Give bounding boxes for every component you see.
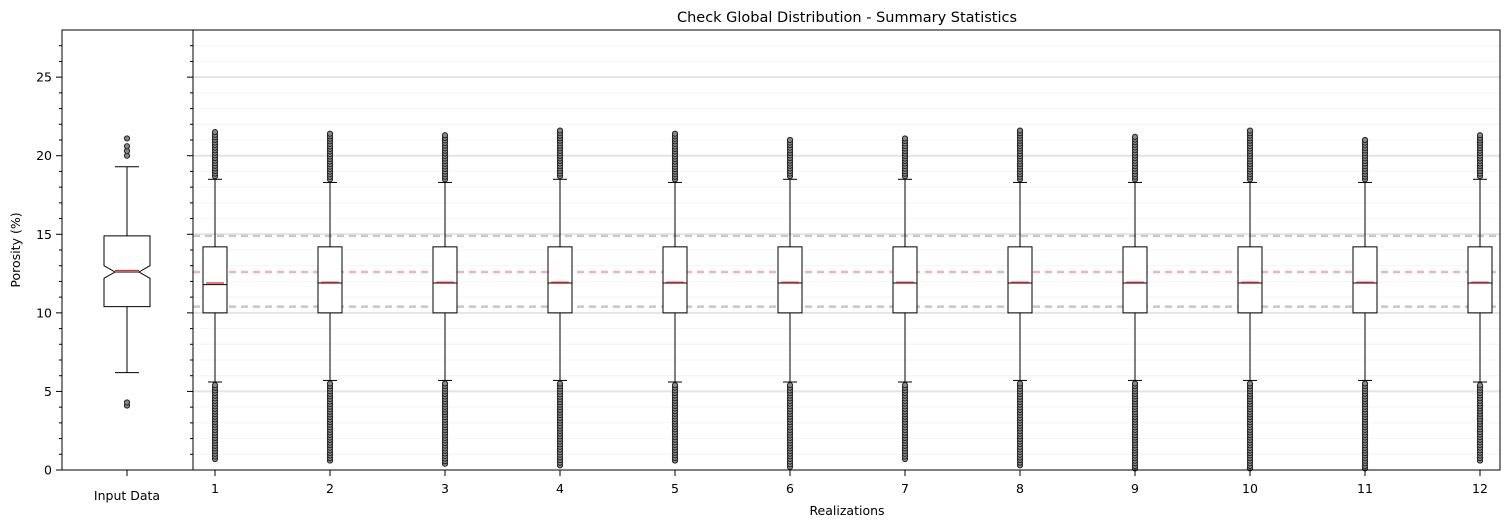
outlier-point (1476, 382, 1484, 389)
box (1122, 246, 1148, 314)
realization-box-4 (547, 127, 573, 469)
x-tick-label: 12 (1472, 481, 1488, 496)
x-tick-label: 11 (1357, 481, 1373, 496)
outlier-point (123, 399, 131, 406)
outlier-point (1131, 380, 1139, 387)
grid-layer (193, 45, 1500, 455)
box (432, 246, 458, 314)
realization-box-11 (1352, 136, 1378, 472)
outlier-point (1131, 133, 1139, 140)
input-data-box (103, 135, 151, 409)
outlier-point (1361, 136, 1369, 144)
x-tick-label: 1 (211, 481, 219, 496)
outlier-point (1016, 127, 1024, 134)
x-tick-label: 2 (326, 481, 334, 496)
box (317, 246, 343, 314)
input-data-tick-label: Input Data (94, 488, 160, 503)
outlier-point (556, 380, 564, 387)
x-tick-label: 6 (786, 481, 794, 496)
outlier-point (441, 132, 449, 139)
x-tick-label: 8 (1016, 481, 1024, 496)
x-tick-label: 10 (1242, 481, 1258, 496)
box-marks (103, 127, 1493, 472)
realization-box-10 (1237, 127, 1263, 472)
box (777, 246, 803, 314)
realization-box-5 (662, 130, 688, 464)
outlier-point (123, 135, 131, 142)
outlier-point (1476, 132, 1484, 139)
box (1467, 246, 1493, 314)
y-tick-label: 25 (36, 70, 52, 85)
y-tick-label: 5 (44, 384, 52, 399)
box (547, 246, 573, 314)
realization-box-8 (1007, 127, 1033, 469)
realization-box-2 (317, 130, 343, 464)
x-tick-label: 3 (441, 481, 449, 496)
outlier-point (556, 127, 564, 134)
outlier-point (901, 382, 909, 389)
outlier-point (901, 135, 909, 142)
outlier-point (211, 129, 219, 136)
box (202, 246, 228, 314)
y-tick-label: 0 (44, 463, 52, 478)
realization-box-6 (777, 136, 803, 470)
y-tick-label: 15 (36, 227, 52, 242)
x-tick-label: 9 (1131, 481, 1139, 496)
outlier-point (326, 380, 334, 387)
box (1237, 246, 1263, 314)
outlier-point (123, 143, 131, 150)
reference-lines (193, 234, 1500, 308)
y-axis-label: Porosity (%) (8, 212, 23, 287)
realization-box-1 (202, 129, 228, 463)
realization-box-12 (1467, 132, 1493, 464)
outlier-point (671, 382, 679, 389)
realization-box-9 (1122, 133, 1148, 472)
y-tick-label: 20 (36, 148, 52, 163)
box (1007, 246, 1033, 314)
outlier-point (671, 130, 679, 137)
box (1352, 246, 1378, 314)
outlier-point (441, 380, 449, 387)
x-axis-label: Realizations (809, 503, 884, 518)
outlier-point (786, 136, 794, 144)
realization-box-3 (432, 132, 458, 467)
notched-box (103, 235, 151, 308)
outlier-point (211, 382, 219, 389)
box (892, 246, 918, 314)
y-tick-label: 10 (36, 305, 52, 320)
outlier-point (1361, 380, 1369, 387)
outlier-point (326, 130, 334, 137)
outlier-point (1016, 380, 1024, 387)
x-tick-label: 7 (901, 481, 909, 496)
x-tick-label: 5 (671, 481, 679, 496)
realization-box-7 (892, 135, 918, 463)
x-tick-label: 4 (556, 481, 564, 496)
chart-title: Check Global Distribution - Summary Stat… (677, 10, 1017, 26)
outlier-point (786, 382, 794, 389)
outlier-point (1246, 127, 1254, 134)
box (662, 246, 688, 314)
outlier-point (1246, 380, 1254, 387)
